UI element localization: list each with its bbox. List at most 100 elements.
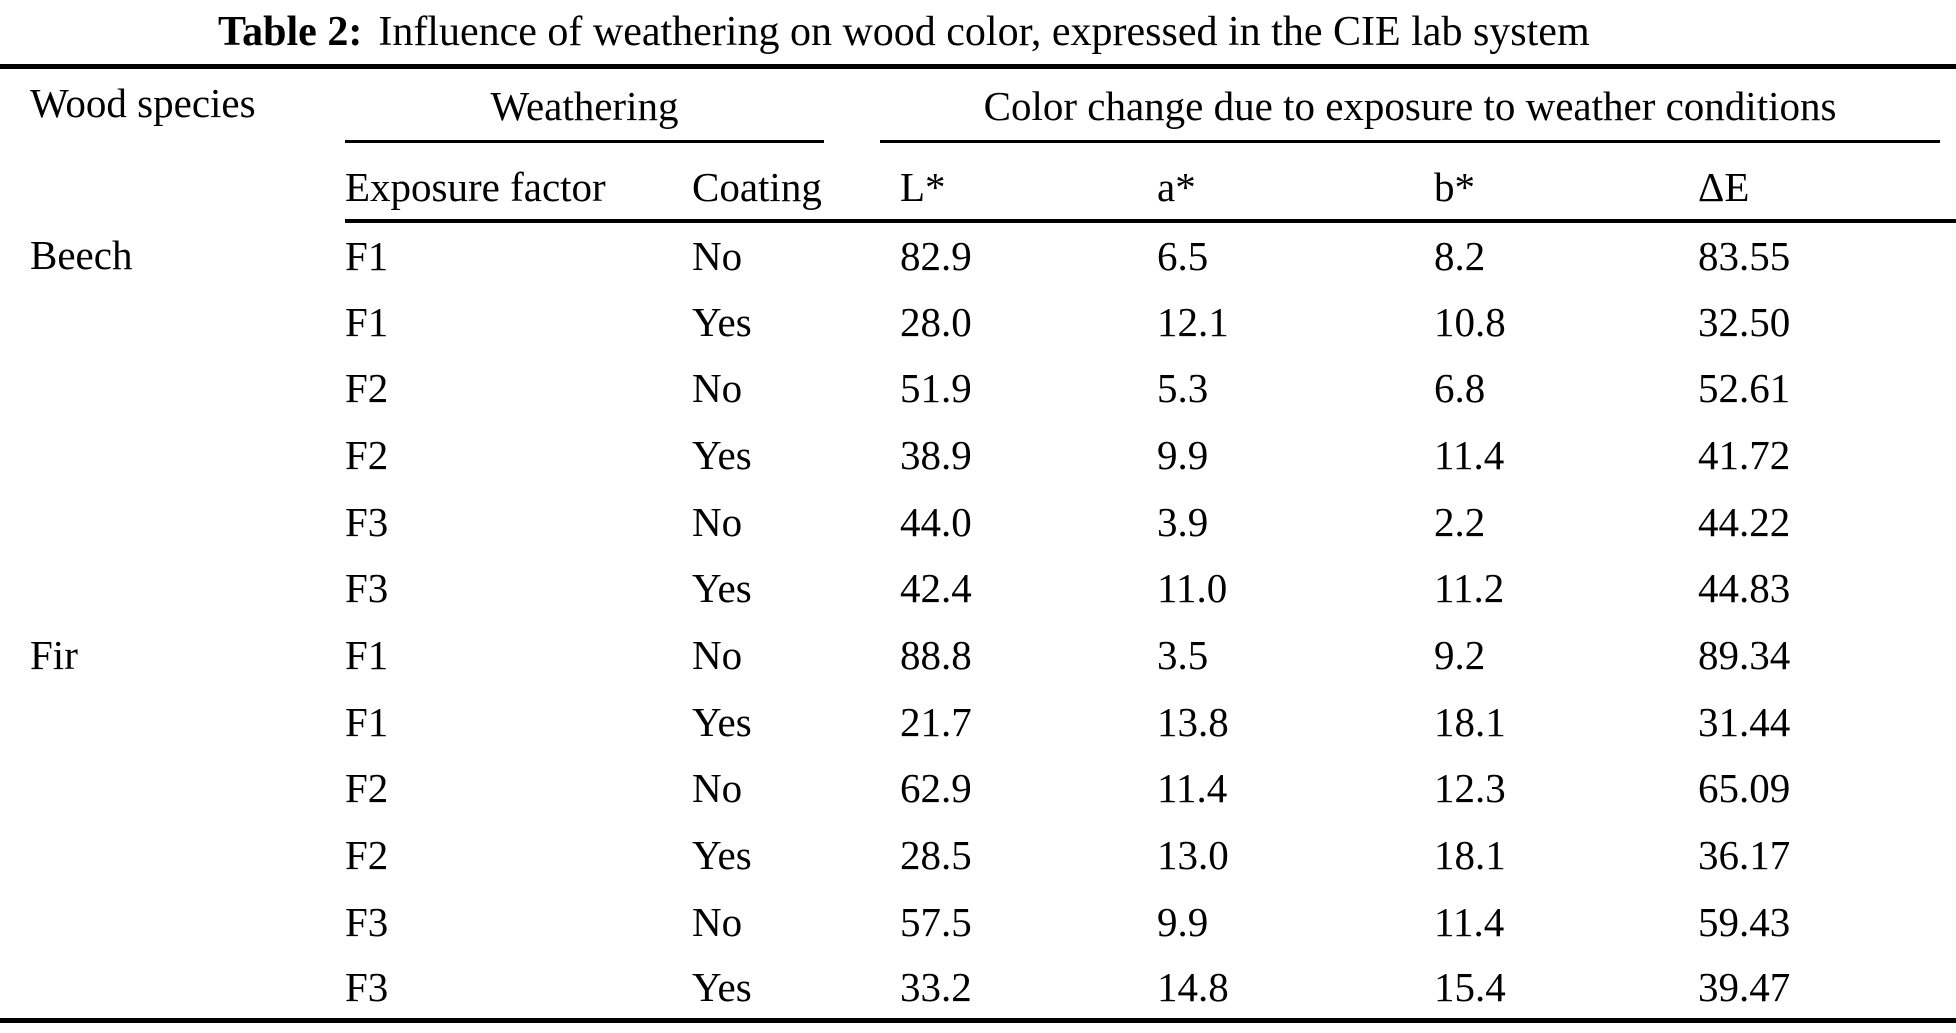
table-caption: Table 2: Influence of weathering on wood … xyxy=(0,0,1956,64)
cell-coating: No xyxy=(692,631,743,678)
col-header-exposure-factor: Exposure factor xyxy=(345,142,692,223)
table-row: F3 No 44.0 3.9 2.2 44.22 xyxy=(0,487,1956,554)
col-group-color-change: Color change due to exposure to weather … xyxy=(880,67,1956,143)
cell-species xyxy=(0,487,345,554)
cell-a: 6.5 xyxy=(1157,232,1209,279)
cell-coating: Yes xyxy=(692,431,752,478)
cell-coating: No xyxy=(692,365,743,412)
cell-exposure: F2 xyxy=(345,765,389,812)
col-header-a: a* xyxy=(1157,142,1435,223)
cell-exposure: F1 xyxy=(345,698,389,745)
table-row: F3 Yes 33.2 14.8 15.4 39.47 xyxy=(0,954,1956,1021)
cell-species xyxy=(0,754,345,821)
col-header-deltaE: ΔE xyxy=(1698,142,1956,223)
cell-deltaE: 31.44 xyxy=(1698,698,1791,745)
cell-coating: Yes xyxy=(692,565,752,612)
cell-L: 28.5 xyxy=(900,832,972,879)
cell-exposure: F3 xyxy=(345,565,389,612)
table-row: F2 Yes 28.5 13.0 18.1 36.17 xyxy=(0,821,1956,888)
cell-b: 8.2 xyxy=(1434,232,1486,279)
col-group-color-change-label: Color change due to exposure to weather … xyxy=(880,82,1941,143)
cell-deltaE: 89.34 xyxy=(1698,631,1791,678)
cell-deltaE: 39.47 xyxy=(1698,964,1791,1011)
cell-species xyxy=(0,421,345,488)
cell-L: 88.8 xyxy=(900,631,972,678)
table-row: F3 No 57.5 9.9 11.4 59.43 xyxy=(0,887,1956,954)
table-row: F2 No 62.9 11.4 12.3 65.09 xyxy=(0,754,1956,821)
table-row: F3 Yes 42.4 11.0 11.2 44.83 xyxy=(0,554,1956,621)
header-group-row: Wood species Weathering Color change due… xyxy=(0,67,1956,143)
cell-species xyxy=(0,354,345,421)
cell-species: Fir xyxy=(30,631,78,678)
cell-deltaE: 32.50 xyxy=(1698,298,1791,345)
col-group-weathering-label: Weathering xyxy=(345,82,825,143)
header-columns-row: Exposure factor Coating L* a* b* ΔE xyxy=(0,142,1956,223)
cell-L: 51.9 xyxy=(900,365,972,412)
cell-b: 6.8 xyxy=(1434,365,1486,412)
table-caption-label: Table 2: xyxy=(218,9,363,55)
cell-exposure: F1 xyxy=(345,298,389,345)
cell-coating: Yes xyxy=(692,832,752,879)
cell-species: Beech xyxy=(30,231,133,278)
cell-a: 14.8 xyxy=(1157,964,1229,1011)
cell-species xyxy=(0,287,345,354)
cell-coating: No xyxy=(692,498,743,545)
cell-a: 9.9 xyxy=(1157,431,1209,478)
cell-b: 15.4 xyxy=(1434,964,1506,1011)
cell-a: 5.3 xyxy=(1157,365,1209,412)
cell-deltaE: 41.72 xyxy=(1698,431,1791,478)
table-row: F2 No 51.9 5.3 6.8 52.61 xyxy=(0,354,1956,421)
cell-L: 21.7 xyxy=(900,698,972,745)
cell-coating: Yes xyxy=(692,298,752,345)
cell-a: 3.5 xyxy=(1157,631,1209,678)
cell-L: 44.0 xyxy=(900,498,972,545)
table-row: Beech F1 No 82.9 6.5 8.2 83.55 xyxy=(0,221,1956,288)
col-group-weathering: Weathering xyxy=(345,67,900,143)
cell-b: 10.8 xyxy=(1434,298,1506,345)
cell-L: 62.9 xyxy=(900,765,972,812)
cell-coating: No xyxy=(692,765,743,812)
table-caption-text: Influence of weathering on wood color, e… xyxy=(378,9,1590,55)
cell-exposure: F1 xyxy=(345,232,389,279)
cell-a: 13.0 xyxy=(1157,832,1229,879)
cell-coating: No xyxy=(692,898,743,945)
cell-deltaE: 59.43 xyxy=(1698,898,1791,945)
cell-L: 42.4 xyxy=(900,565,972,612)
cell-L: 28.0 xyxy=(900,298,972,345)
cell-a: 11.0 xyxy=(1157,565,1228,612)
cell-coating: Yes xyxy=(692,964,752,1011)
cell-b: 11.4 xyxy=(1434,431,1505,478)
cell-deltaE: 44.22 xyxy=(1698,498,1791,545)
cell-L: 38.9 xyxy=(900,431,972,478)
cell-a: 12.1 xyxy=(1157,298,1229,345)
cell-species xyxy=(0,821,345,888)
cell-deltaE: 52.61 xyxy=(1698,365,1791,412)
cell-deltaE: 44.83 xyxy=(1698,565,1791,612)
cell-L: 82.9 xyxy=(900,232,972,279)
cell-exposure: F3 xyxy=(345,964,389,1011)
cell-deltaE: 83.55 xyxy=(1698,232,1791,279)
table-row: Fir F1 No 88.8 3.5 9.2 89.34 xyxy=(0,621,1956,688)
cell-deltaE: 36.17 xyxy=(1698,832,1791,879)
col-header-coating: Coating xyxy=(692,142,901,223)
cell-b: 18.1 xyxy=(1434,832,1506,879)
table-row: F1 Yes 28.0 12.1 10.8 32.50 xyxy=(0,287,1956,354)
cell-species xyxy=(0,887,345,954)
cell-exposure: F2 xyxy=(345,832,389,879)
cell-species xyxy=(0,954,345,1021)
cell-species xyxy=(0,554,345,621)
cell-b: 11.4 xyxy=(1434,898,1505,945)
cell-b: 11.2 xyxy=(1434,565,1505,612)
cell-deltaE: 65.09 xyxy=(1698,765,1791,812)
cell-exposure: F3 xyxy=(345,898,389,945)
cell-L: 57.5 xyxy=(900,898,972,945)
table-row: F2 Yes 38.9 9.9 11.4 41.72 xyxy=(0,421,1956,488)
cell-coating: No xyxy=(692,232,743,279)
cell-species xyxy=(0,687,345,754)
cell-L: 33.2 xyxy=(900,964,972,1011)
weathering-color-table: Wood species Weathering Color change due… xyxy=(0,64,1956,1024)
cell-coating: Yes xyxy=(692,698,752,745)
cell-a: 13.8 xyxy=(1157,698,1229,745)
cell-exposure: F1 xyxy=(345,631,389,678)
